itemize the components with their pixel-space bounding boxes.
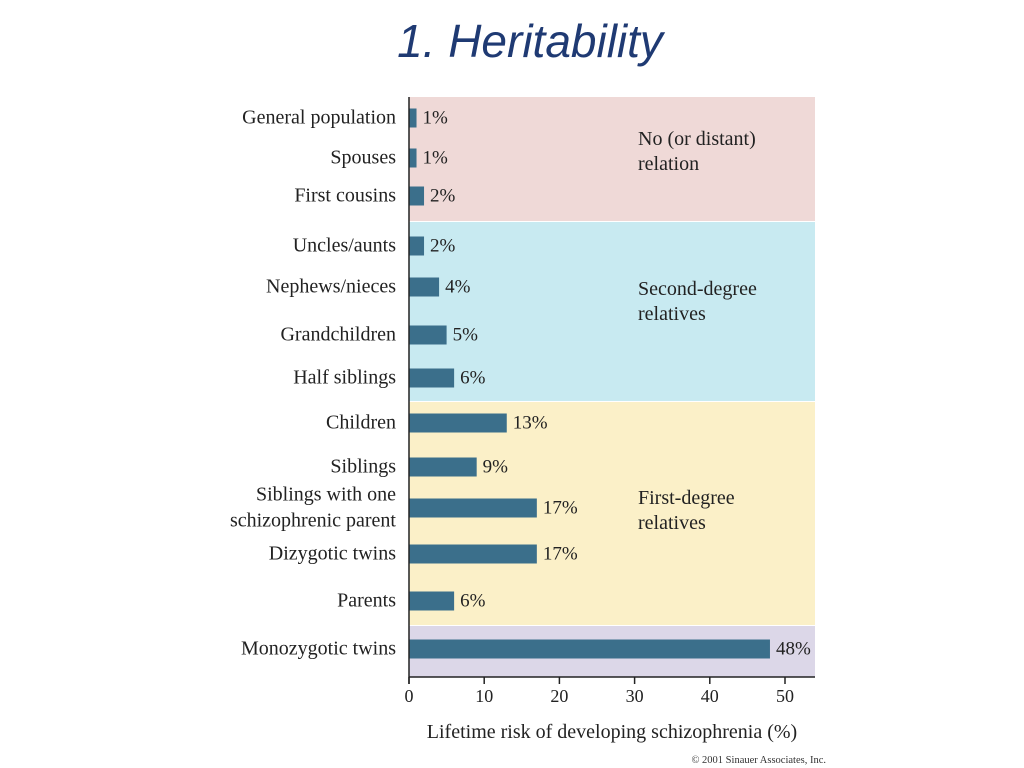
category-label: Grandchildren — [280, 324, 396, 346]
category-label: Nephews/nieces — [266, 276, 396, 298]
category-label: Siblings — [330, 456, 396, 478]
x-tick-label: 30 — [626, 686, 644, 706]
bar-value-label: 5% — [453, 324, 479, 345]
bar — [409, 148, 417, 168]
category-label: First cousins — [294, 185, 396, 207]
category-label: schizophrenic parent — [230, 510, 396, 532]
x-tick-label: 20 — [550, 686, 568, 706]
bar — [409, 325, 447, 345]
bar-value-label: 48% — [776, 638, 811, 659]
x-tick-label: 50 — [776, 686, 794, 706]
group-label: relatives — [638, 512, 706, 534]
category-label: General population — [242, 107, 396, 129]
group-band — [409, 222, 815, 401]
bar — [409, 639, 770, 659]
bar — [409, 277, 440, 297]
x-tick-label: 40 — [701, 686, 719, 706]
bar-value-label: 4% — [445, 276, 471, 297]
group-label: No (or distant) — [638, 128, 756, 150]
bar — [409, 236, 425, 256]
category-label: Monozygotic twins — [241, 638, 396, 660]
slide-title: 1. Heritability — [397, 15, 663, 67]
category-label: Half siblings — [293, 367, 396, 389]
copyright-credit: © 2001 Sinauer Associates, Inc. — [691, 755, 826, 766]
category-label: Spouses — [330, 147, 396, 169]
bar — [409, 457, 477, 477]
bar — [409, 413, 507, 433]
x-tick-label: 10 — [475, 686, 493, 706]
category-label: Siblings with one — [256, 484, 396, 506]
bar-value-label: 2% — [430, 185, 456, 206]
bar — [409, 368, 455, 388]
bar-value-label: 1% — [423, 107, 449, 128]
group-label: relatives — [638, 303, 706, 325]
category-label: Children — [326, 412, 396, 434]
bar-value-label: 6% — [460, 367, 486, 388]
bar — [409, 544, 537, 564]
group-label: First-degree — [638, 487, 735, 509]
group-label: Second-degree — [638, 278, 757, 300]
bar-value-label: 6% — [460, 590, 486, 611]
x-tick-label: 0 — [405, 686, 414, 706]
bar — [409, 498, 537, 518]
x-axis-title: Lifetime risk of developing schizophreni… — [427, 721, 797, 743]
bar — [409, 108, 417, 128]
category-label: Uncles/aunts — [293, 235, 397, 257]
bar-value-label: 17% — [543, 543, 578, 564]
group-label: relation — [638, 153, 699, 175]
bar-value-label: 17% — [543, 497, 578, 518]
bar-value-label: 9% — [483, 456, 509, 477]
category-label: Dizygotic twins — [269, 543, 396, 565]
group-band — [409, 97, 815, 221]
category-label: Parents — [337, 590, 396, 612]
bar-value-label: 2% — [430, 235, 456, 256]
bar-value-label: 13% — [513, 412, 548, 433]
bar — [409, 186, 425, 206]
bar — [409, 591, 455, 611]
bar-value-label: 1% — [423, 147, 449, 168]
